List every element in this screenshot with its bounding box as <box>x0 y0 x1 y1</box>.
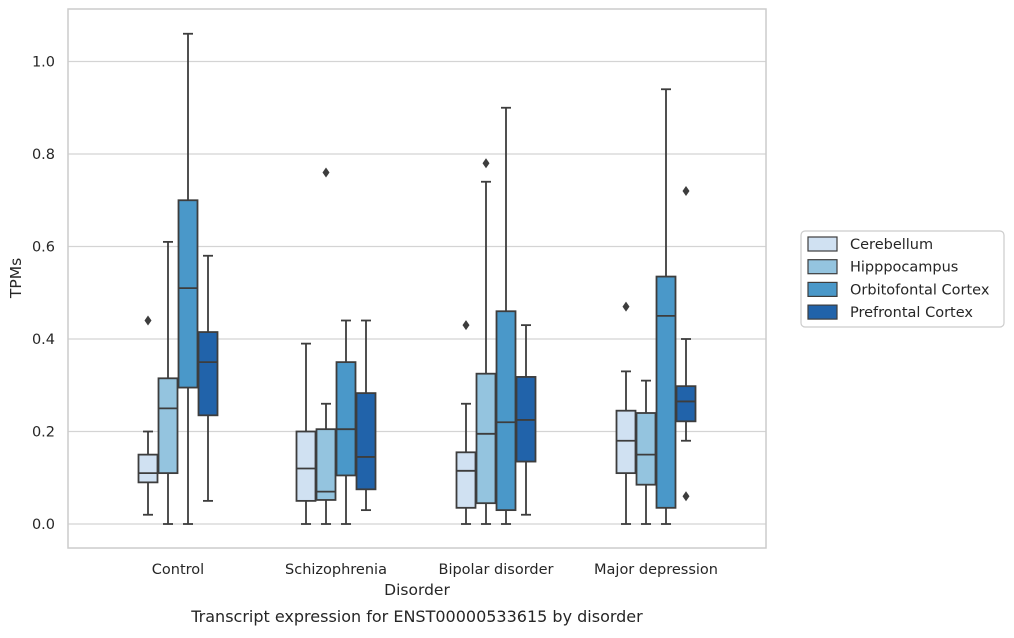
box <box>495 310 517 512</box>
y-axis-label: TPMs <box>7 258 25 299</box>
legend-label: Prefrontal Cortex <box>850 305 973 321</box>
outlier-marker <box>144 315 152 326</box>
x-tick-label: Control <box>152 562 204 578</box>
box <box>635 412 657 486</box>
outlier-marker <box>682 186 690 196</box>
box <box>455 451 477 509</box>
box <box>355 392 377 491</box>
box <box>675 385 697 423</box>
x-tick-label: Bipolar disorder <box>439 562 554 578</box>
box <box>615 409 637 475</box>
y-tick-label: 0.2 <box>32 425 55 441</box>
legend-swatch <box>807 259 838 275</box>
legend-swatch <box>807 281 838 297</box>
box <box>295 430 317 502</box>
legend-box <box>800 230 1005 328</box>
outlier-marker <box>462 320 470 331</box>
box <box>315 428 337 501</box>
plot-frame <box>67 8 767 549</box>
legend-swatch <box>807 236 838 252</box>
x-axis-label: Disorder <box>384 581 450 599</box>
box <box>475 372 497 505</box>
y-tick-label: 0.4 <box>32 332 55 348</box>
y-tick-label: 0.0 <box>32 517 55 533</box>
legend-label: Cerebellum <box>850 237 933 253</box>
outlier-marker <box>482 158 490 169</box>
outlier-marker <box>322 167 330 178</box>
y-tick-label: 1.0 <box>32 55 55 71</box>
outlier-marker <box>682 491 690 502</box>
outlier-marker <box>622 301 630 312</box>
box <box>137 453 159 484</box>
legend-label: Orbitofontal Cortex <box>850 282 990 298</box>
y-tick-label: 0.8 <box>32 147 55 163</box>
box <box>197 331 219 417</box>
x-tick-label: Major depression <box>594 562 718 578</box>
legend-swatch <box>807 304 838 320</box>
box <box>177 199 199 389</box>
y-tick-label: 0.6 <box>32 240 55 256</box>
box <box>655 275 677 509</box>
x-tick-label: Schizophrenia <box>285 562 387 578</box>
legend-label: Hipppocampus <box>850 260 958 276</box>
chart-title: Transcript expression for ENST0000053361… <box>190 607 643 626</box>
box <box>335 361 357 477</box>
box <box>157 377 179 475</box>
